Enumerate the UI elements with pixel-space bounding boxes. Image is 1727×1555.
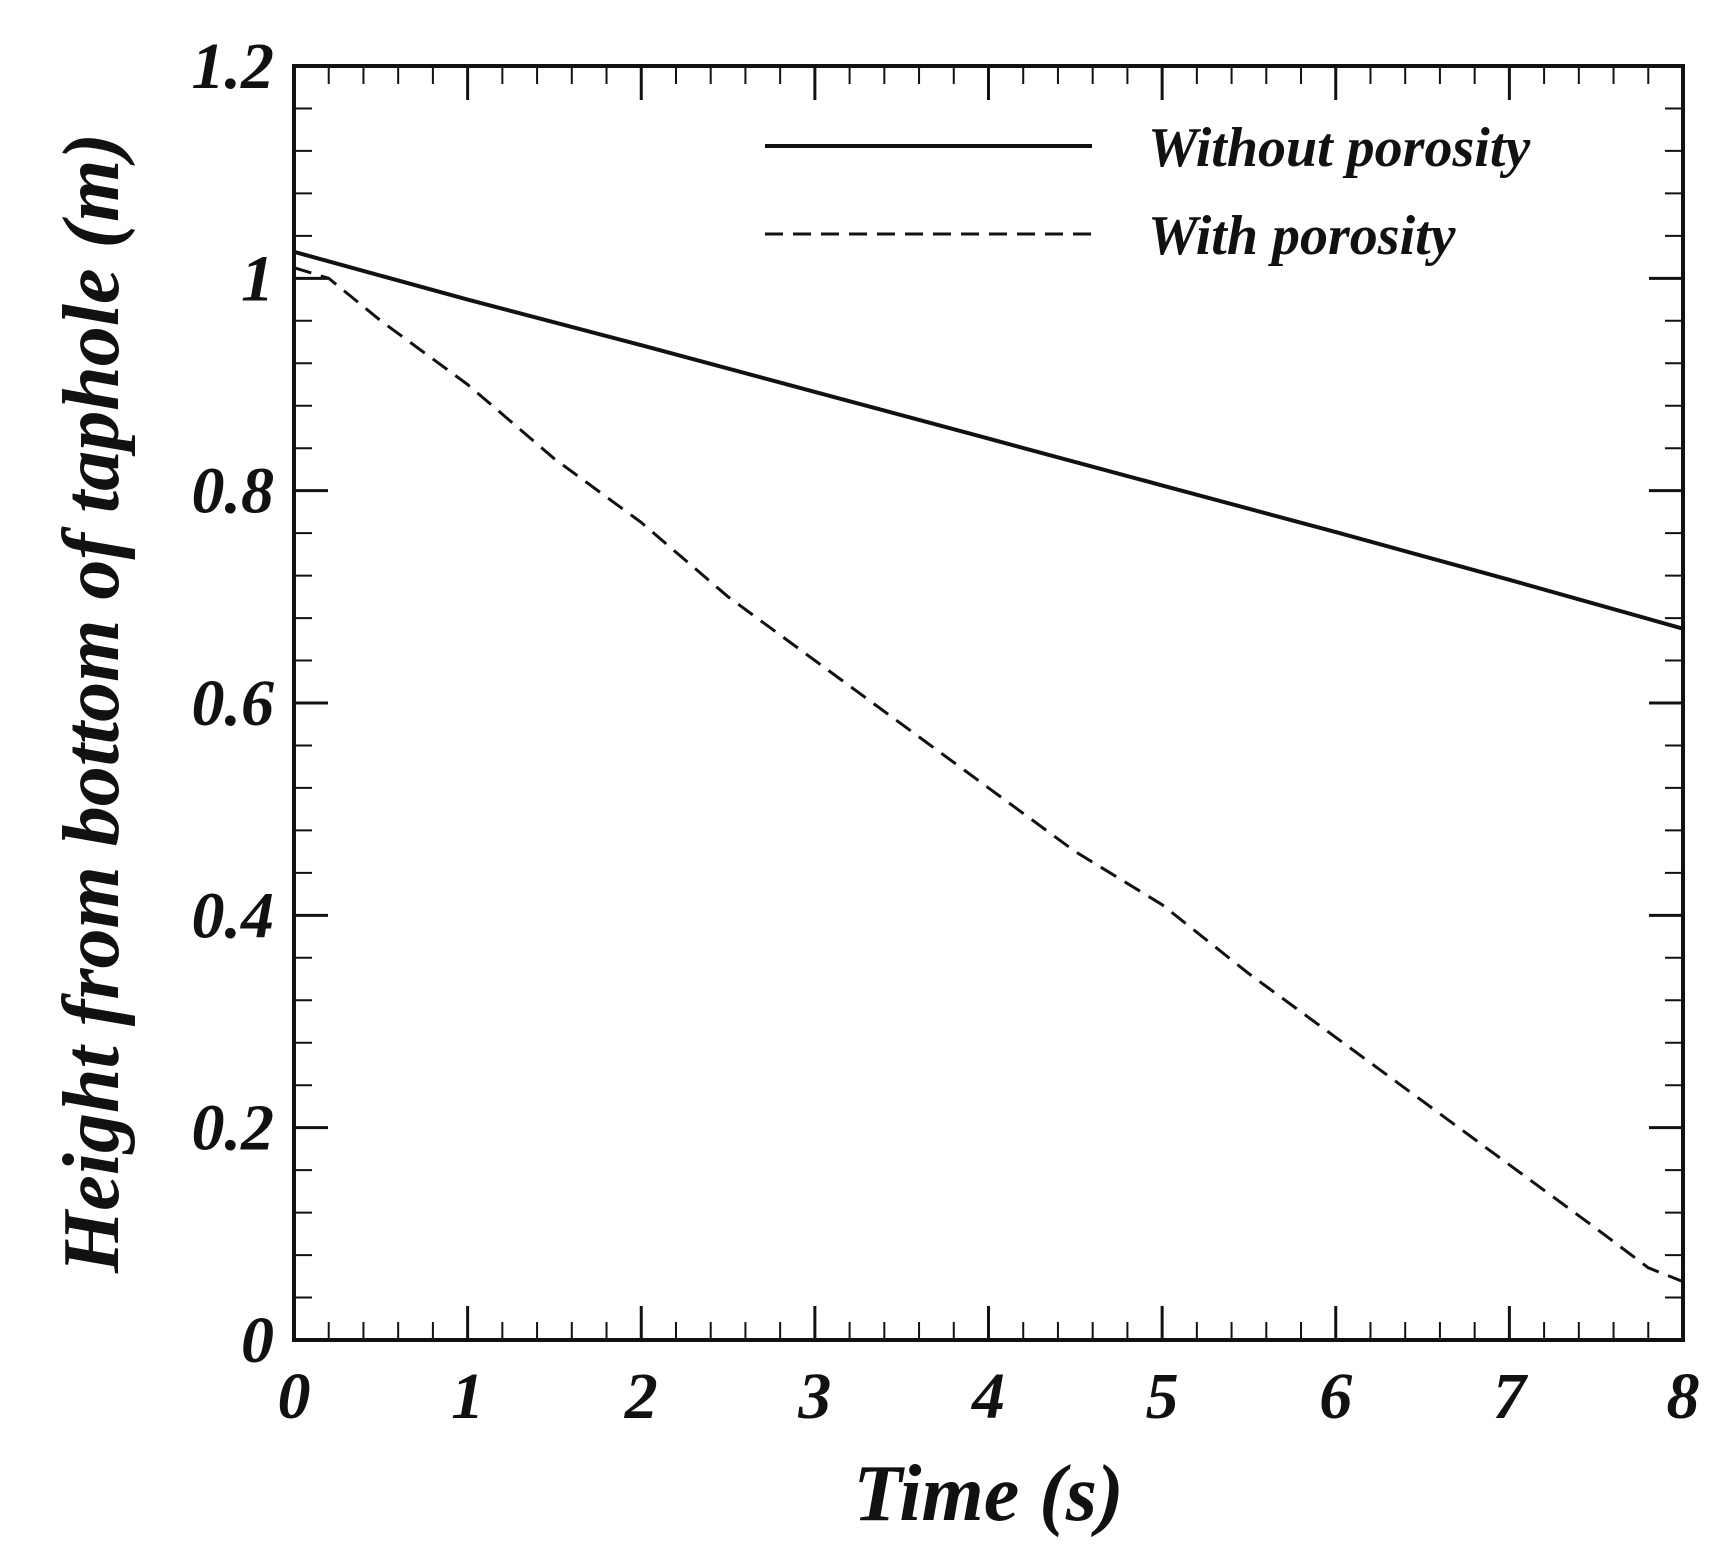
series-line-with-porosity [293, 266, 1684, 1283]
x-tick-label: 2 [624, 1360, 658, 1433]
y-tick-label: 1.2 [192, 30, 275, 103]
y-axis-title: Height from bottom of taphole (m) [48, 133, 136, 1274]
y-tick-label: 0.6 [192, 667, 275, 740]
y-tick-label: 0.2 [192, 1092, 275, 1165]
x-tick-label: 0 [278, 1360, 311, 1433]
x-tick-label: 1 [451, 1360, 484, 1433]
plot-frame [292, 64, 1685, 1342]
y-tick-label: 1 [241, 242, 274, 315]
x-tick-label: 3 [797, 1360, 831, 1433]
x-tick-label: 4 [970, 1360, 1005, 1433]
y-tick-label: 0.4 [192, 879, 275, 952]
series-line-without-porosity [293, 249, 1684, 631]
ticks-layer [292, 64, 1685, 1342]
x-tick-label: 8 [1667, 1360, 1700, 1433]
series-layer [293, 249, 1684, 1283]
x-tick-label: 7 [1493, 1360, 1529, 1433]
y-tick-label: 0 [241, 1304, 274, 1377]
legend-label-without-porosity: Without porosity [1148, 117, 1531, 179]
legend-label-with-porosity: With porosity [1148, 205, 1457, 267]
x-axis-title: Time (s) [853, 1450, 1123, 1538]
x-tick-label: 6 [1319, 1360, 1352, 1433]
x-tick-label: 5 [1146, 1360, 1179, 1433]
labels-layer: 0 1 2 3 4 5 6 7 8 0 0.2 0.4 0.6 0.8 1 1.2 [192, 30, 1700, 1433]
legend: Without porosity With porosity [765, 117, 1531, 267]
y-tick-label: 0.8 [192, 455, 275, 528]
